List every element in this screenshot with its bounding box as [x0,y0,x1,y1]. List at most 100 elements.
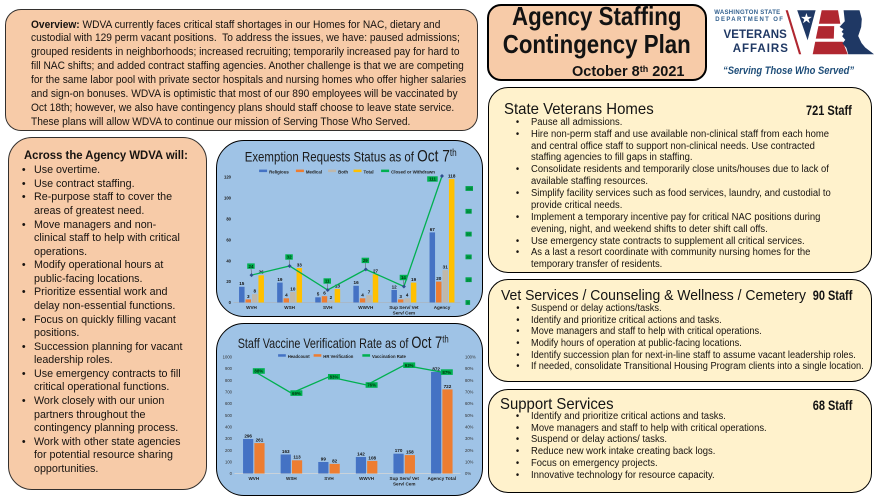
svg-text:Sup Serv/ Vet: Sup Serv/ Vet [390,476,420,481]
svg-text:WWVH: WWVH [359,476,375,481]
svg-text:WWVH: WWVH [358,305,374,310]
svg-text:722: 722 [444,384,452,389]
svg-text:29: 29 [363,258,368,263]
svg-text:33: 33 [297,262,303,267]
svg-text:WSH: WSH [286,476,297,481]
svg-text:163: 163 [282,449,290,454]
svg-text:142: 142 [357,451,365,456]
svg-text:60: 60 [466,233,470,237]
svg-text:16: 16 [354,280,360,285]
svg-text:Both: Both [338,170,348,175]
svg-text:111: 111 [429,177,436,182]
svg-text:19: 19 [411,277,417,282]
svg-text:0: 0 [229,300,232,305]
svg-text:0%: 0% [465,471,471,476]
svg-text:Vaccination Rate: Vaccination Rate [372,354,406,359]
svg-text:900: 900 [225,366,233,371]
svg-text:70%: 70% [465,390,474,395]
svg-text:Religious: Religious [269,170,289,175]
svg-text:20: 20 [436,276,442,281]
svg-text:Headcount: Headcount [288,354,310,359]
svg-text:118: 118 [448,174,456,179]
svg-text:24: 24 [249,264,254,269]
svg-text:30%: 30% [465,436,474,441]
svg-text:60: 60 [226,237,231,242]
svg-text:WVH: WVH [248,476,259,481]
svg-text:1000: 1000 [223,355,233,360]
svg-text:100%: 100% [465,355,476,360]
svg-text:HR Verification: HR Verification [323,354,353,359]
svg-text:27: 27 [373,269,379,274]
svg-text:Closed or Withdrawn: Closed or Withdrawn [391,170,435,175]
svg-text:40: 40 [226,258,231,263]
svg-text:Agency: Agency [434,305,451,310]
svg-text:4: 4 [285,293,288,298]
svg-text:83%: 83% [330,375,339,380]
svg-text:113: 113 [293,455,301,460]
svg-text:10%: 10% [465,459,474,464]
svg-text:60%: 60% [465,401,474,406]
svg-text:20%: 20% [465,448,474,453]
svg-text:100: 100 [466,187,472,191]
svg-text:120: 120 [224,175,232,180]
svg-text:80: 80 [226,216,231,221]
svg-text:87%: 87% [442,370,451,375]
svg-text:300: 300 [225,436,233,441]
svg-text:40%: 40% [465,425,474,430]
svg-text:20: 20 [226,279,231,284]
svg-text:67: 67 [430,227,436,232]
svg-text:4: 4 [361,293,364,298]
svg-text:108: 108 [368,455,376,460]
svg-text:80: 80 [466,210,470,214]
svg-text:12: 12 [392,284,398,289]
svg-text:6: 6 [323,291,326,296]
svg-text:SVH: SVH [323,305,333,310]
svg-text:600: 600 [225,401,233,406]
svg-text:200: 200 [225,448,233,453]
svg-text:170: 170 [395,448,403,453]
svg-text:99: 99 [321,456,327,461]
svg-text:93%: 93% [405,363,414,368]
svg-text:20: 20 [466,278,470,282]
svg-text:0: 0 [230,471,233,476]
svg-text:19: 19 [277,277,283,282]
svg-text:82: 82 [332,458,338,463]
svg-text:8: 8 [253,289,256,294]
svg-text:WVH: WVH [246,305,257,310]
svg-text:15: 15 [239,281,245,286]
svg-text:32: 32 [287,255,292,260]
svg-text:500: 500 [225,413,233,418]
svg-text:296: 296 [244,433,252,438]
svg-text:50%: 50% [465,413,474,418]
svg-text:0: 0 [467,301,469,305]
svg-text:261: 261 [256,438,264,443]
svg-text:Exemption Requests Status as o: Exemption Requests Status as of Oct 7th [245,147,457,166]
svg-text:31: 31 [443,265,449,270]
svg-text:2: 2 [330,295,333,300]
svg-text:100: 100 [224,196,232,201]
svg-text:69%: 69% [292,391,301,396]
svg-text:40: 40 [466,256,470,260]
svg-text:7: 7 [368,290,371,295]
svg-text:88%: 88% [254,369,263,374]
svg-text:90%: 90% [465,366,474,371]
svg-text:100: 100 [225,459,233,464]
svg-text:76%: 76% [367,383,376,388]
svg-text:Serv/ Cem: Serv/ Cem [393,482,415,487]
svg-text:400: 400 [225,425,233,430]
svg-text:Serv/ Cem: Serv/ Cem [393,311,415,316]
svg-text:700: 700 [225,390,233,395]
svg-text:80%: 80% [465,378,474,383]
svg-text:872: 872 [432,366,440,371]
svg-text:WSH: WSH [284,305,295,310]
svg-text:14: 14 [401,275,406,280]
svg-text:SVH: SVH [324,476,334,481]
svg-text:158: 158 [406,450,414,455]
svg-text:Staff Vaccine Verification Rat: Staff Vaccine Verification Rate as of Oc… [238,334,449,353]
svg-text:Sup Serv/ Vet: Sup Serv/ Vet [389,305,419,310]
svg-text:10: 10 [290,286,296,291]
svg-text:11: 11 [325,279,330,284]
svg-text:Medical: Medical [306,170,322,175]
svg-text:Agency Total: Agency Total [428,476,457,481]
svg-text:4: 4 [406,293,409,298]
